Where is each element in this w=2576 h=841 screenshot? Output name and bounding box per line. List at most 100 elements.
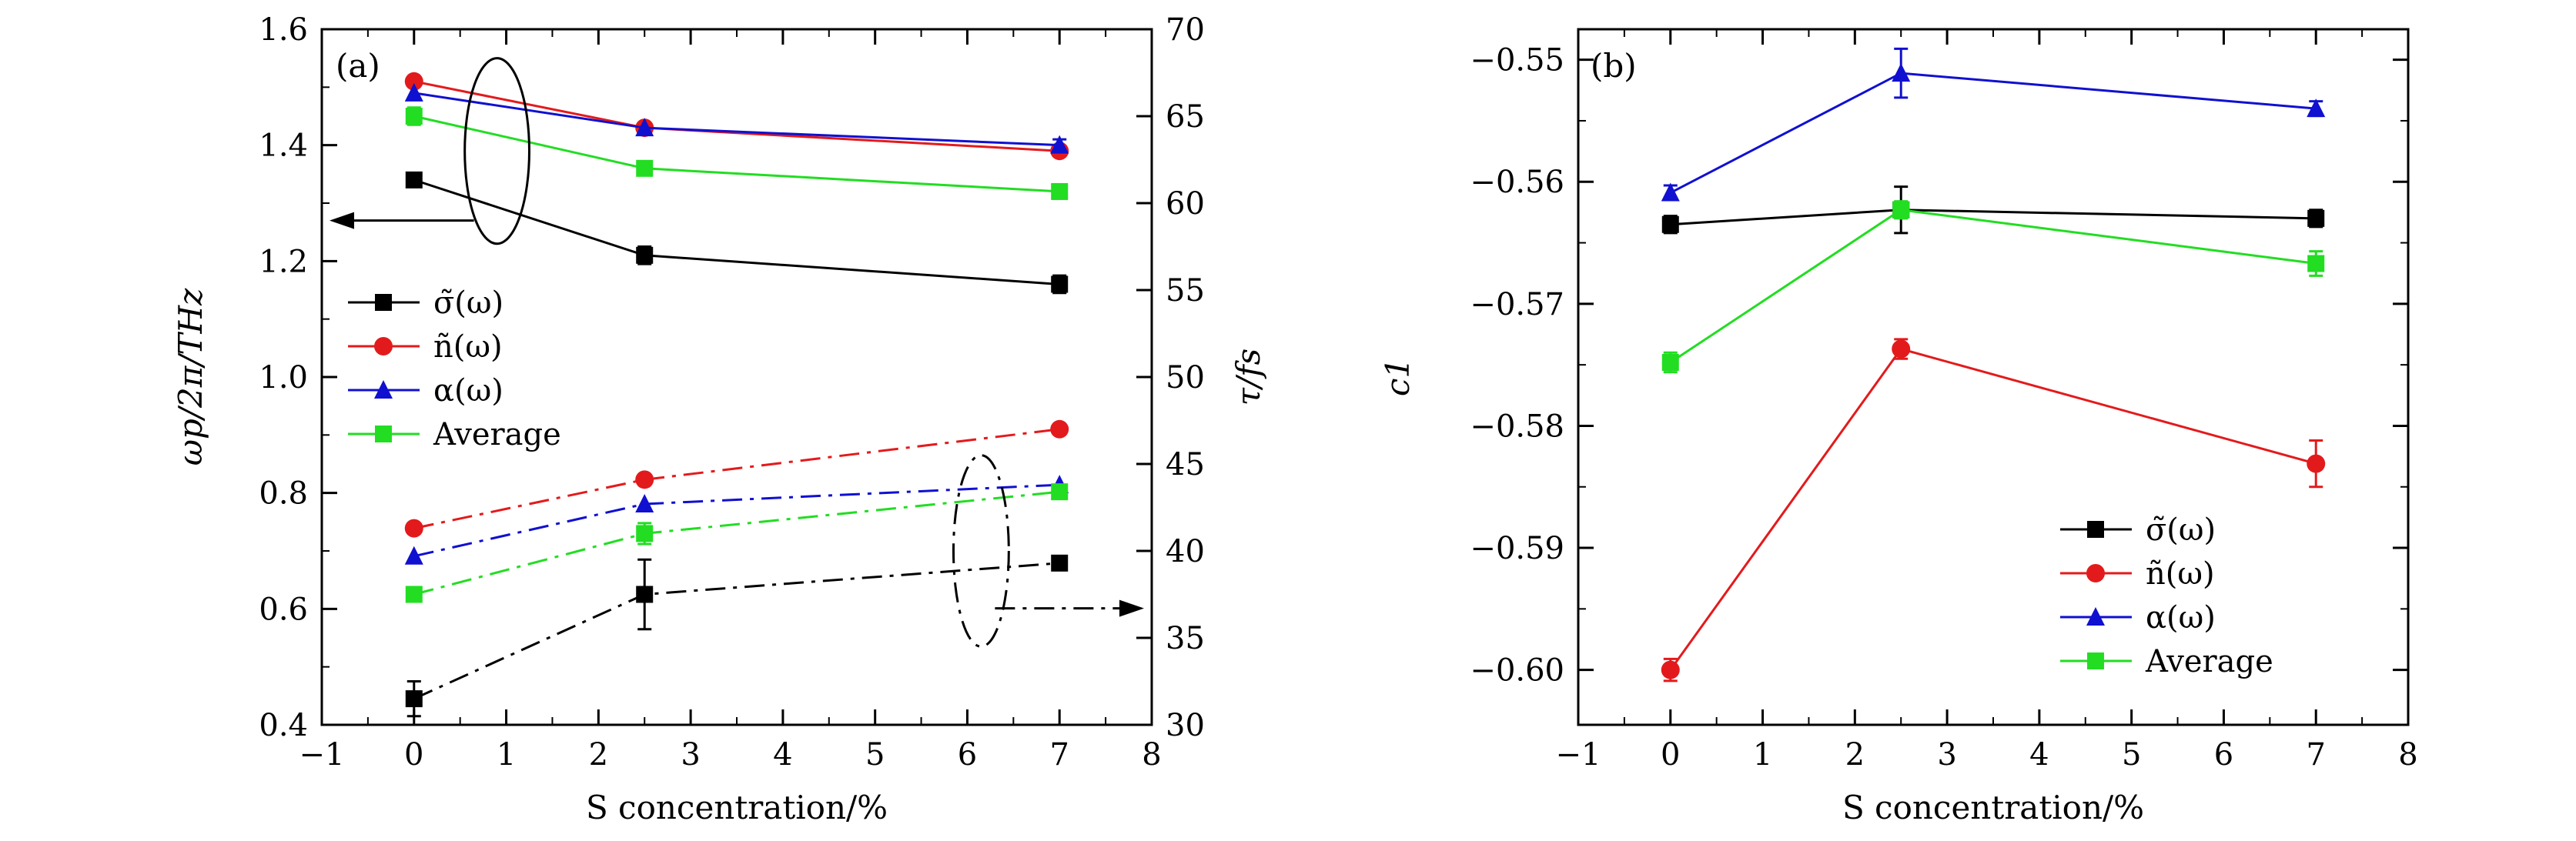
panel-b-y-axis-title: c1 bbox=[1379, 358, 1417, 396]
panel-a-legend-marker bbox=[374, 337, 393, 355]
panel-b-legend-label: σ̃(ω) bbox=[2146, 512, 2216, 548]
panel-b-frame bbox=[1577, 28, 2410, 726]
panel-a-left-axis-title: ωp/2π/THz bbox=[172, 288, 209, 466]
panel-a-data-point bbox=[635, 493, 654, 512]
panel-a-y-tick-label-right: 70 bbox=[1166, 12, 1205, 48]
panel-a-data-point bbox=[1050, 135, 1069, 154]
panel-b-data-point bbox=[1892, 201, 1910, 219]
panel-a-series-line-3 bbox=[413, 115, 1060, 193]
panel-a-data-point bbox=[1050, 419, 1069, 439]
panel-a-series-line-7 bbox=[413, 490, 1060, 596]
panel-a-data-point bbox=[405, 171, 423, 189]
panel-a-x-tick-label: 5 bbox=[865, 737, 885, 773]
panel-b-data-point bbox=[2307, 98, 2326, 118]
panel-a-y-tick-label-left: 0.6 bbox=[259, 592, 308, 627]
panel-b-y-tick-label: −0.59 bbox=[1470, 531, 1564, 566]
panel-a-y-tick-label-right: 60 bbox=[1166, 186, 1205, 222]
panel-b-data-point bbox=[1661, 215, 1679, 233]
panel-a-data-point bbox=[405, 586, 423, 603]
panel-a-data-point bbox=[404, 546, 423, 565]
panel-a-y-tick-label-right: 55 bbox=[1166, 273, 1205, 309]
panel-b-x-tick-label: 0 bbox=[1661, 737, 1680, 773]
panel-b-data-point bbox=[2307, 255, 2325, 272]
panel-a-x-tick-label: 2 bbox=[589, 737, 608, 773]
panel-a-annotation-ellipse-solid bbox=[463, 57, 530, 245]
panel-b-x-tick-label: 1 bbox=[1753, 737, 1772, 773]
panel-b-series-line-3 bbox=[1669, 209, 2317, 364]
panel-a-x-tick-label: 7 bbox=[1049, 737, 1069, 773]
panel-a-legend-marker bbox=[375, 294, 392, 311]
panel-b-legend-marker bbox=[2087, 652, 2104, 669]
panel-a-legend-label: α(ω) bbox=[433, 373, 503, 409]
panel-b-legend-marker bbox=[2086, 607, 2105, 626]
panel-b-data-point bbox=[2307, 454, 2326, 473]
panel-a-data-point bbox=[636, 525, 654, 542]
panel-a-y-tick-label-left: 0.8 bbox=[259, 476, 308, 512]
panel-a-legend-label: ñ(ω) bbox=[433, 329, 503, 365]
panel-b-legend-label: Average bbox=[2145, 644, 2273, 679]
panel-b-y-tick-label: −0.55 bbox=[1470, 43, 1564, 78]
panel-a-x-tick-label: 6 bbox=[958, 737, 977, 773]
panel-a-label: (a) bbox=[336, 47, 380, 85]
panel-a-x-axis-title: S concentration/% bbox=[586, 789, 888, 826]
panel-b-legend-marker bbox=[2087, 521, 2104, 538]
panel-a-data-point bbox=[404, 82, 423, 102]
panel-b-y-tick-label: −0.60 bbox=[1470, 653, 1564, 689]
panel-a-series-line-4 bbox=[413, 562, 1060, 700]
panel-a-legend-marker bbox=[374, 380, 393, 399]
panel-a-y-tick-label-left: 1.2 bbox=[259, 244, 308, 279]
panel-b-data-point bbox=[1892, 63, 1911, 82]
panel-a-y-tick-label-right: 35 bbox=[1166, 621, 1205, 656]
panel-b-legend-label: α(ω) bbox=[2146, 600, 2216, 636]
panel-b-y-tick-label: −0.57 bbox=[1470, 287, 1564, 322]
panel-a-data-point bbox=[636, 586, 654, 603]
panel-a-arrowhead-right bbox=[1119, 599, 1144, 617]
panel-a-data-point bbox=[636, 159, 654, 177]
panel-b-x-tick-label: 6 bbox=[2214, 737, 2233, 773]
panel-a-annotation-ellipse-dashdot bbox=[952, 454, 1010, 648]
panel-a-y-tick-label-right: 40 bbox=[1166, 534, 1205, 569]
panel-a-y-tick-label-left: 1.6 bbox=[259, 12, 308, 48]
panel-a-y-tick-label-right: 50 bbox=[1166, 360, 1205, 395]
panel-a-data-point bbox=[1051, 554, 1069, 572]
panel-a-legend-label: Average bbox=[433, 417, 561, 452]
panel-a-y-tick-label-left: 0.4 bbox=[259, 708, 308, 743]
panel-a-arrowhead-left bbox=[330, 212, 354, 229]
panel-b-data-point bbox=[2307, 209, 2325, 227]
panel-b-x-axis-title: S concentration/% bbox=[1842, 789, 2144, 826]
panel-a-x-tick-label: 3 bbox=[681, 737, 700, 773]
panel-b-x-tick-label: 7 bbox=[2306, 737, 2325, 773]
panel-b-x-tick-label: −1 bbox=[1556, 737, 1601, 773]
panel-b-data-point bbox=[1661, 660, 1680, 679]
panel-a-data-point bbox=[1051, 182, 1069, 200]
panel-a-x-tick-label: 8 bbox=[1142, 737, 1161, 773]
panel-a-x-tick-label: 0 bbox=[404, 737, 423, 773]
panel-b-data-point bbox=[1661, 182, 1680, 202]
panel-a-legend-marker bbox=[375, 426, 392, 442]
panel-b-label: (b) bbox=[1591, 47, 1637, 85]
panel-b-x-tick-label: 5 bbox=[2122, 737, 2141, 773]
panel-b-x-tick-label: 2 bbox=[1845, 737, 1865, 773]
panel-a-data-point bbox=[636, 246, 654, 264]
panel-a-y-tick-label-right: 30 bbox=[1166, 708, 1205, 743]
panel-b-series-line-1 bbox=[1669, 347, 2317, 671]
panel-b-legend-marker bbox=[2086, 564, 2105, 582]
panel-a-x-tick-label: −1 bbox=[299, 737, 345, 773]
panel-b-x-tick-label: 3 bbox=[1937, 737, 1956, 773]
panel-a-y-tick-label-left: 1.0 bbox=[259, 360, 308, 395]
panel-a-data-point bbox=[405, 690, 423, 708]
panel-a-data-point bbox=[1051, 483, 1069, 501]
panel-a-data-point bbox=[635, 470, 654, 489]
panel-a-legend-label: σ̃(ω) bbox=[433, 285, 503, 321]
panel-b-series-line-2 bbox=[1670, 72, 2317, 194]
panel-a-right-axis-title: τ/fs bbox=[1229, 349, 1267, 405]
panel-b-x-tick-label: 8 bbox=[2398, 737, 2417, 773]
panel-b-x-tick-label: 4 bbox=[2029, 737, 2049, 773]
panel-a-x-tick-label: 4 bbox=[773, 737, 792, 773]
panel-a-series-line-0 bbox=[413, 179, 1060, 285]
panel-b-data-point bbox=[1892, 339, 1911, 359]
panel-a-y-tick-label-left: 1.4 bbox=[259, 128, 308, 164]
panel-b-y-tick-label: −0.58 bbox=[1470, 409, 1564, 444]
panel-a-y-tick-label-right: 45 bbox=[1166, 447, 1205, 482]
